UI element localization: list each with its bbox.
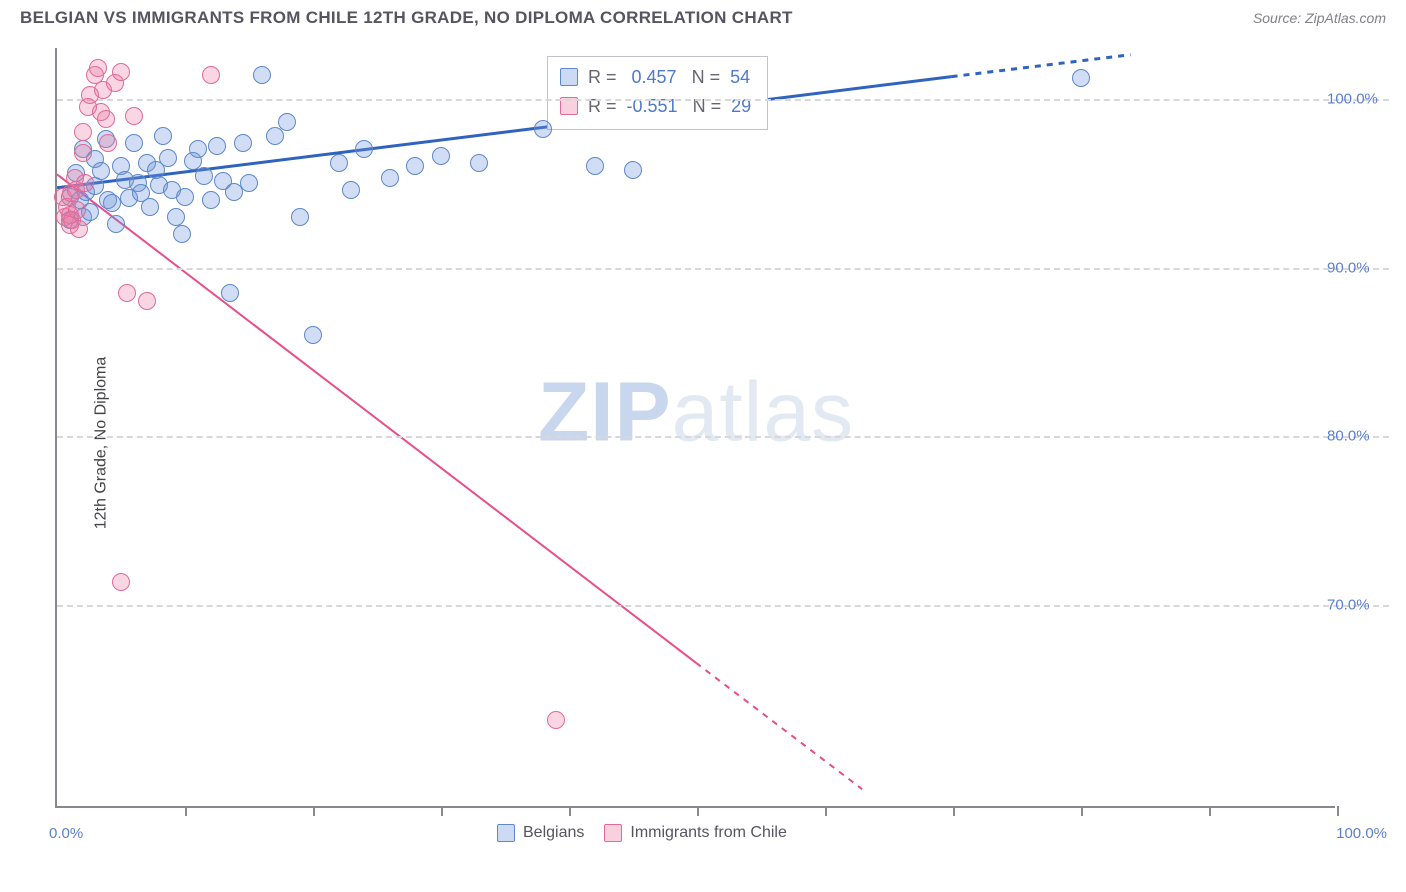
gridline	[57, 268, 1389, 270]
data-point	[342, 181, 360, 199]
data-point	[97, 110, 115, 128]
data-point	[406, 157, 424, 175]
data-point	[173, 225, 191, 243]
data-point	[470, 154, 488, 172]
data-point	[304, 326, 322, 344]
data-point	[253, 66, 271, 84]
data-point	[195, 167, 213, 185]
correlation-box: R = 0.457 N = 54 R = -0.551 N = 29	[547, 56, 768, 130]
trend-lines	[57, 48, 1335, 806]
x-tick	[953, 806, 955, 816]
source-label: Source: ZipAtlas.com	[1253, 10, 1386, 26]
data-point	[107, 215, 125, 233]
data-point	[381, 169, 399, 187]
legend: Belgians Immigrants from Chile	[497, 824, 787, 842]
data-point	[240, 174, 258, 192]
chart-title: BELGIAN VS IMMIGRANTS FROM CHILE 12TH GR…	[20, 8, 793, 28]
y-tick-label: 80.0%	[1327, 428, 1387, 445]
data-point	[547, 711, 565, 729]
x-tick	[1209, 806, 1211, 816]
data-point	[266, 127, 284, 145]
legend-label: Immigrants from Chile	[630, 824, 786, 842]
data-point	[221, 284, 239, 302]
data-point	[125, 134, 143, 152]
data-point	[534, 120, 552, 138]
data-point	[159, 149, 177, 167]
data-point	[202, 191, 220, 209]
data-point	[189, 140, 207, 158]
data-point	[330, 154, 348, 172]
data-point	[112, 573, 130, 591]
data-point	[154, 127, 172, 145]
n-value-pink: 29	[731, 92, 751, 121]
data-point	[112, 63, 130, 81]
gridline	[57, 99, 1389, 101]
legend-item-belgians: Belgians	[497, 824, 584, 842]
data-point	[141, 198, 159, 216]
x-tick	[441, 806, 443, 816]
x-tick	[313, 806, 315, 816]
data-point	[103, 194, 121, 212]
data-point	[278, 113, 296, 131]
data-point	[1072, 69, 1090, 87]
x-tick	[185, 806, 187, 816]
data-point	[586, 157, 604, 175]
data-point	[74, 144, 92, 162]
data-point	[68, 201, 86, 219]
swatch-blue-icon	[560, 68, 578, 86]
x-tick	[825, 806, 827, 816]
chart-header: BELGIAN VS IMMIGRANTS FROM CHILE 12TH GR…	[0, 0, 1406, 34]
data-point	[176, 188, 194, 206]
legend-label: Belgians	[523, 824, 584, 842]
correlation-row-pink: R = -0.551 N = 29	[560, 92, 751, 121]
x-tick	[1337, 806, 1339, 816]
data-point	[202, 66, 220, 84]
y-tick-label: 100.0%	[1327, 90, 1387, 107]
data-point	[355, 140, 373, 158]
data-point	[167, 208, 185, 226]
x-tick	[697, 806, 699, 816]
swatch-pink-icon	[604, 824, 622, 842]
data-point	[92, 162, 110, 180]
x-tick	[569, 806, 571, 816]
scatter-plot: ZIPatlas R = 0.457 N = 54 R = -0.551 N =…	[55, 48, 1335, 808]
watermark: ZIPatlas	[538, 363, 854, 460]
data-point	[74, 123, 92, 141]
x-axis-label-end: 100.0%	[1336, 825, 1387, 842]
y-tick-label: 70.0%	[1327, 597, 1387, 614]
chart-area: 12th Grade, No Diploma ZIPatlas R = 0.45…	[55, 48, 1385, 838]
data-point	[432, 147, 450, 165]
data-point	[234, 134, 252, 152]
data-point	[138, 292, 156, 310]
correlation-row-blue: R = 0.457 N = 54	[560, 63, 751, 92]
data-point	[291, 208, 309, 226]
gridline	[57, 605, 1389, 607]
data-point	[89, 59, 107, 77]
data-point	[125, 107, 143, 125]
gridline	[57, 436, 1389, 438]
x-axis-label-start: 0.0%	[49, 825, 83, 842]
n-value-blue: 54	[730, 63, 750, 92]
y-tick-label: 90.0%	[1327, 259, 1387, 276]
data-point	[70, 220, 88, 238]
data-point	[118, 284, 136, 302]
x-tick	[1081, 806, 1083, 816]
data-point	[208, 137, 226, 155]
swatch-blue-icon	[497, 824, 515, 842]
r-value-pink: -0.551	[627, 92, 678, 121]
r-value-blue: 0.457	[632, 63, 677, 92]
data-point	[76, 174, 94, 192]
data-point	[624, 161, 642, 179]
data-point	[99, 134, 117, 152]
legend-item-chile: Immigrants from Chile	[604, 824, 786, 842]
